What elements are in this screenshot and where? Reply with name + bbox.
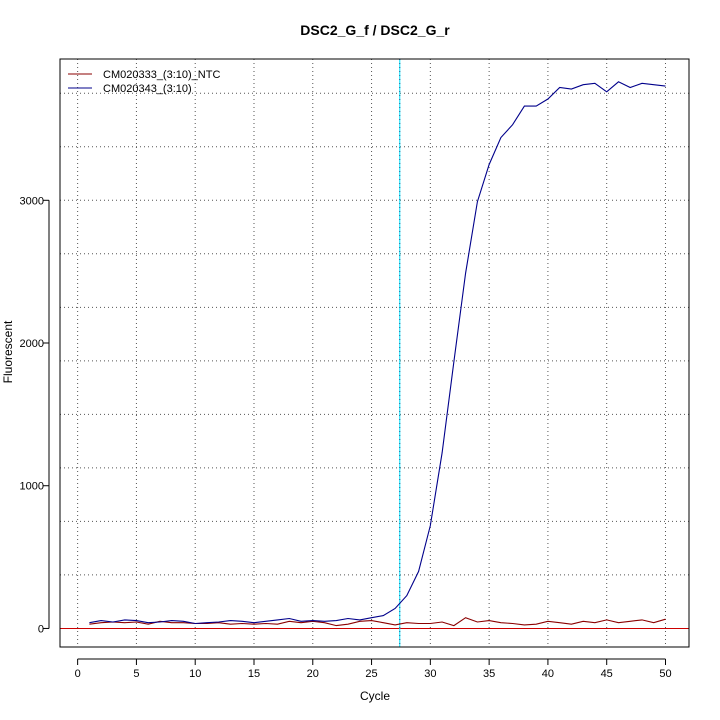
threshold-group: [60, 59, 689, 647]
x-tick-label: 30: [424, 668, 436, 680]
x-tick-label: 10: [189, 668, 201, 680]
x-tick-label: 40: [542, 668, 554, 680]
legend-label: CM020343_(3:10): [103, 83, 192, 95]
y-tick-label: 2000: [20, 338, 44, 350]
x-axis-title: Cycle: [360, 689, 390, 703]
x-tick-label: 35: [483, 668, 495, 680]
legend: CM020333_(3:10)_NTC CM020343_(3:10): [68, 69, 220, 95]
x-tick-label: 25: [365, 668, 377, 680]
series-line-2: [89, 81, 666, 625]
plot-frame: [59, 58, 690, 648]
x-tick-label: 20: [307, 668, 319, 680]
x-tick-label: 50: [659, 668, 671, 680]
x-tick-label: 5: [133, 668, 139, 680]
y-axis: 0 1000 2000 3000: [20, 195, 50, 635]
chart-title: DSC2_G_f / DSC2_G_r: [300, 22, 450, 38]
y-tick-label: 0: [38, 623, 44, 635]
series-lines: [89, 81, 666, 627]
x-axis: 0 5 10 15 20 25 30 35 40 45 50: [75, 658, 672, 680]
x-tick-label: 0: [75, 668, 81, 680]
legend-label: CM020333_(3:10)_NTC: [103, 69, 220, 81]
x-tick-label: 15: [248, 668, 260, 680]
y-tick-label: 1000: [20, 481, 44, 493]
grid-lines: [60, 59, 689, 647]
y-axis-title: Fluorescent: [1, 320, 15, 383]
series-line-1: [89, 617, 666, 627]
x-tick-label: 45: [601, 668, 613, 680]
y-tick-label: 3000: [20, 195, 44, 207]
